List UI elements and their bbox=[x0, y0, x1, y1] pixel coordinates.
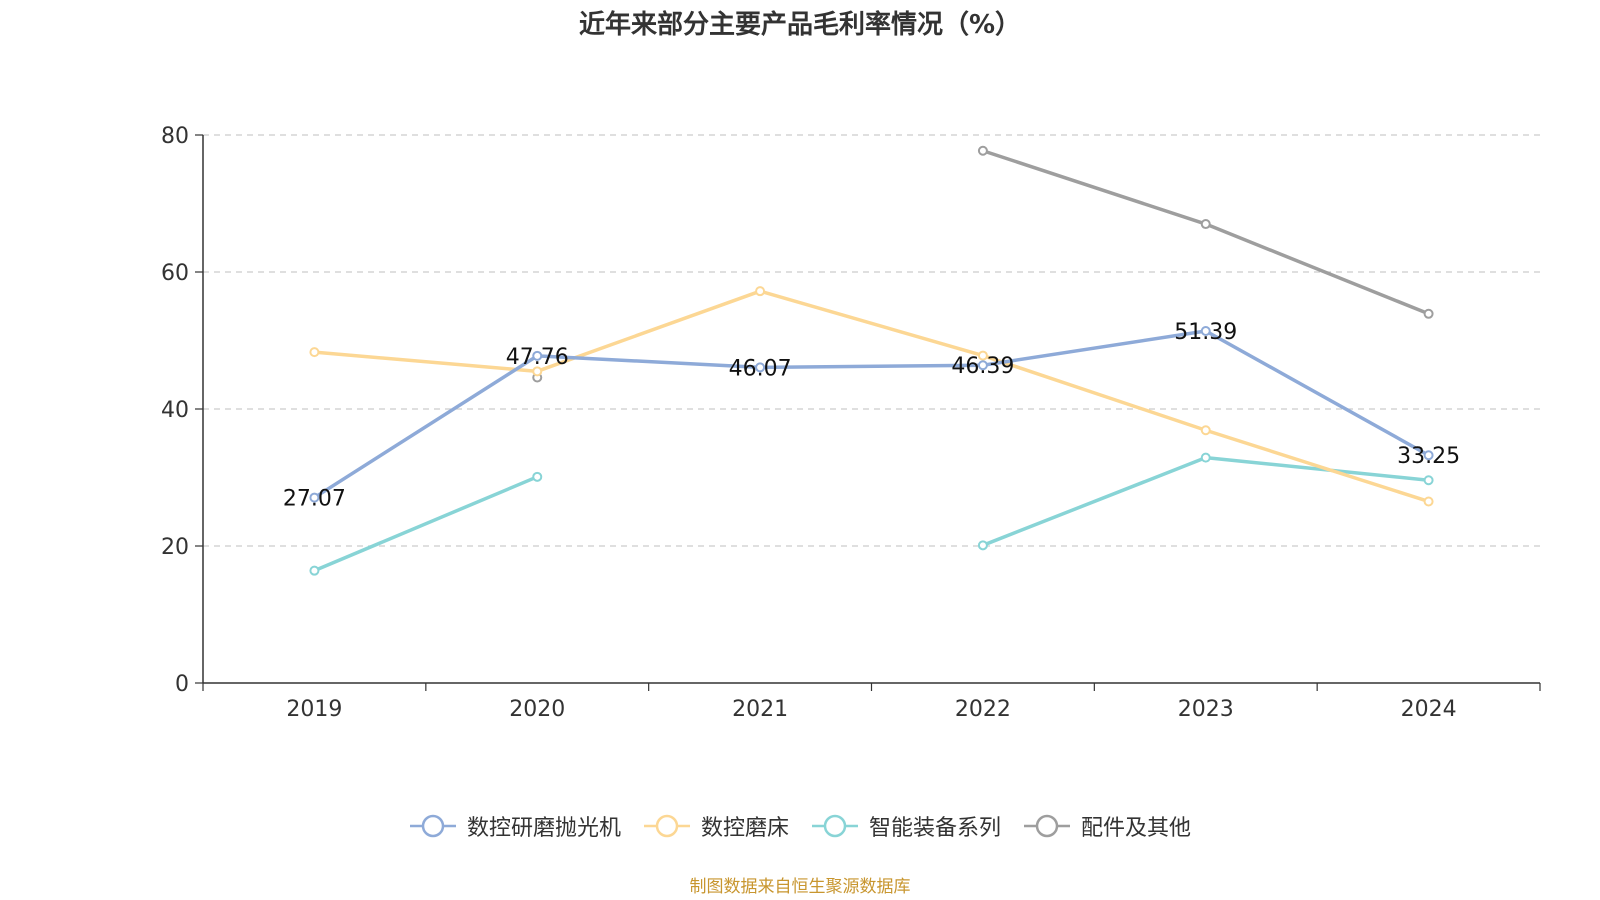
legend-marker-icon bbox=[1024, 814, 1071, 838]
source-note: 制图数据来自恒生聚源数据库 bbox=[689, 877, 911, 897]
data-label: 47.76 bbox=[506, 345, 569, 370]
series-1 bbox=[309, 286, 1434, 507]
series-line bbox=[312, 329, 1431, 500]
x-tick-label: 2024 bbox=[1401, 697, 1457, 722]
data-point[interactable] bbox=[532, 366, 543, 377]
legend-item-3[interactable]: 配件及其他 bbox=[1023, 810, 1191, 842]
data-labels: 27.07 47.76 46.07 46.39 51.39 33.25 bbox=[283, 320, 1460, 512]
y-tick-label: 60 bbox=[161, 261, 189, 286]
legend-marker-icon bbox=[812, 814, 858, 838]
y-tick-label: 0 bbox=[175, 672, 189, 697]
y-tick-label: 80 bbox=[161, 124, 189, 149]
data-point[interactable] bbox=[755, 286, 766, 297]
data-point[interactable] bbox=[1200, 325, 1211, 336]
x-tick-label: 2021 bbox=[732, 697, 788, 722]
data-point[interactable] bbox=[977, 350, 988, 361]
data-point[interactable] bbox=[1200, 219, 1211, 230]
series-2 bbox=[309, 452, 1434, 576]
legend-label: 配件及其他 bbox=[1081, 816, 1192, 841]
series-line bbox=[981, 455, 1431, 548]
data-point[interactable] bbox=[977, 540, 988, 551]
x-tick-label: 2020 bbox=[509, 697, 565, 722]
axes: 0 20 40 60 80 2019 2020 2021 2022 2023 2024 bbox=[161, 124, 1541, 722]
data-point[interactable] bbox=[1423, 450, 1434, 461]
x-tick-label: 2019 bbox=[286, 697, 342, 722]
data-point[interactable] bbox=[309, 347, 320, 358]
legend-marker-icon bbox=[643, 814, 690, 838]
series-line bbox=[312, 289, 1431, 504]
legend-label: 智能装备系列 bbox=[869, 816, 1002, 841]
y-tick-label: 20 bbox=[161, 535, 189, 560]
grid-lines bbox=[203, 134, 1540, 547]
series-line bbox=[312, 475, 539, 573]
data-label: 46.07 bbox=[729, 356, 792, 381]
series-0 bbox=[309, 325, 1434, 503]
data-point[interactable] bbox=[1200, 452, 1211, 463]
line-chart: 0 20 40 60 80 2019 2020 2021 2022 2023 2024 27.07 4… bbox=[161, 124, 1541, 722]
data-label: 46.39 bbox=[951, 354, 1014, 379]
series-lines bbox=[309, 145, 1434, 576]
data-point[interactable] bbox=[532, 471, 543, 482]
data-label: 27.07 bbox=[283, 487, 346, 512]
series-3 bbox=[532, 145, 1434, 383]
legend: 数控研磨抛光机 数控磨床 智能装备系列 配件及其他 bbox=[0, 810, 1600, 842]
chart-title: 近年来部分主要产品毛利率情况（%） bbox=[578, 10, 1022, 40]
data-point[interactable] bbox=[977, 360, 988, 371]
data-point[interactable] bbox=[755, 362, 766, 373]
data-point[interactable] bbox=[1423, 308, 1434, 319]
legend-item-2[interactable]: 智能装备系列 bbox=[811, 810, 1001, 842]
data-point[interactable] bbox=[1200, 425, 1211, 436]
data-point[interactable] bbox=[309, 492, 320, 503]
data-point[interactable] bbox=[1423, 475, 1434, 486]
data-point[interactable] bbox=[1423, 496, 1434, 507]
x-tick-label: 2023 bbox=[1178, 697, 1234, 722]
data-point[interactable] bbox=[532, 350, 543, 361]
data-label: 33.25 bbox=[1397, 444, 1460, 469]
legend-label: 数控研磨抛光机 bbox=[466, 816, 621, 841]
legend-marker-icon bbox=[409, 814, 456, 838]
legend-item-1[interactable]: 数控磨床 bbox=[643, 810, 789, 842]
series-line bbox=[981, 149, 1431, 316]
legend-item-0[interactable]: 数控研磨抛光机 bbox=[409, 810, 621, 842]
y-tick-label: 40 bbox=[161, 398, 189, 423]
legend-label: 数控磨床 bbox=[700, 816, 789, 841]
data-point[interactable] bbox=[977, 145, 988, 156]
x-tick-label: 2022 bbox=[955, 697, 1011, 722]
data-point[interactable] bbox=[309, 565, 320, 576]
data-label: 51.39 bbox=[1174, 320, 1237, 345]
